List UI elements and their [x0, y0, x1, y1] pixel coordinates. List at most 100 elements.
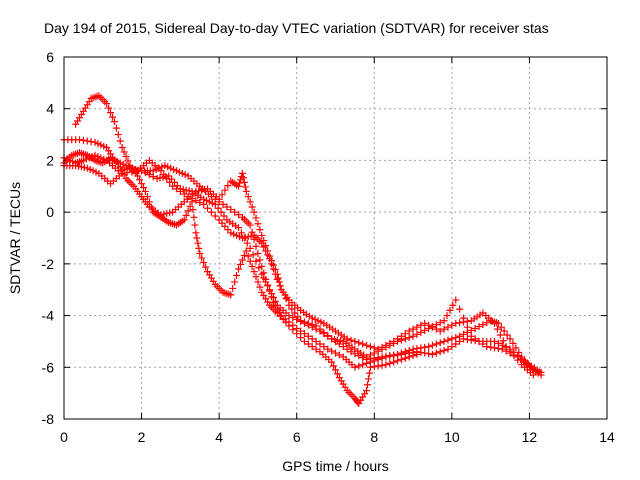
data-point — [537, 371, 545, 379]
data-point — [264, 281, 272, 289]
data-point — [417, 321, 425, 329]
data-point — [405, 334, 413, 342]
data-point — [463, 317, 471, 325]
data-point — [248, 228, 256, 236]
data-point — [260, 237, 268, 245]
data-point — [256, 283, 264, 291]
data-point — [219, 200, 227, 208]
data-point — [218, 191, 226, 199]
data-point — [332, 349, 339, 357]
data-point — [182, 211, 190, 219]
data-point — [193, 234, 201, 242]
data-point — [304, 340, 312, 348]
data-point — [215, 195, 223, 203]
data-point — [236, 179, 244, 187]
data-point — [224, 182, 232, 190]
data-point — [254, 220, 262, 228]
data-point — [335, 340, 343, 348]
data-point — [246, 257, 254, 265]
series-track-e — [60, 149, 537, 379]
data-point — [365, 369, 373, 377]
data-point — [252, 273, 260, 281]
data-point — [390, 337, 398, 345]
data-point — [386, 339, 394, 347]
data-point — [256, 256, 264, 264]
data-point — [432, 349, 440, 357]
data-point — [256, 226, 264, 234]
data-point — [235, 182, 243, 190]
data-point — [366, 351, 374, 359]
data-point — [533, 366, 541, 374]
data-marks — [60, 92, 545, 407]
data-point — [324, 345, 332, 353]
data-point — [120, 148, 128, 156]
data-point — [76, 136, 84, 144]
data-point — [413, 330, 421, 338]
data-point — [110, 118, 118, 126]
y-tick-label: 2 — [46, 152, 54, 168]
data-point — [494, 339, 502, 347]
data-point — [378, 361, 386, 369]
data-point — [452, 319, 460, 327]
data-point — [246, 198, 254, 206]
y-tick-label: 4 — [46, 101, 54, 117]
data-point — [471, 325, 479, 332]
data-point — [264, 247, 272, 255]
data-point — [366, 363, 374, 371]
data-point — [258, 231, 266, 239]
data-point — [425, 343, 433, 351]
data-point — [297, 334, 305, 342]
x-tick-label: 10 — [444, 429, 460, 445]
data-point — [491, 337, 499, 345]
data-point — [252, 214, 260, 222]
data-point — [196, 198, 204, 206]
data-point — [351, 363, 359, 371]
data-point — [503, 331, 511, 339]
data-point — [252, 242, 260, 250]
data-point — [497, 323, 505, 331]
data-point — [491, 344, 499, 352]
data-point — [289, 326, 297, 334]
data-point — [180, 190, 188, 198]
data-point — [467, 336, 475, 344]
data-point — [378, 354, 386, 362]
data-point — [444, 336, 452, 344]
data-point — [363, 359, 371, 367]
data-point — [107, 109, 115, 117]
data-point — [401, 354, 409, 362]
data-point — [333, 370, 341, 378]
y-tick-label: 0 — [46, 204, 54, 220]
y-axis-label: SDTVAR / TECUs — [7, 182, 23, 294]
x-tick-label: 2 — [138, 429, 146, 445]
data-point — [456, 305, 464, 313]
x-tick-label: 4 — [215, 429, 223, 445]
data-point — [266, 287, 274, 295]
x-axis-label: GPS time / hours — [282, 458, 389, 474]
data-point — [366, 343, 374, 351]
data-point — [274, 274, 282, 282]
data-point — [432, 325, 440, 333]
y-tick-label: -4 — [42, 308, 55, 324]
data-point — [285, 312, 293, 320]
data-point — [448, 335, 456, 343]
data-point — [124, 157, 132, 165]
data-point — [351, 337, 359, 345]
data-point — [190, 213, 198, 221]
data-point — [370, 363, 378, 371]
data-point — [112, 124, 120, 132]
data-point — [397, 332, 405, 340]
data-point — [214, 204, 222, 212]
data-point — [343, 335, 351, 343]
data-point — [413, 350, 421, 358]
data-point — [498, 341, 506, 349]
data-point — [496, 331, 504, 339]
data-point — [235, 224, 243, 232]
data-point — [405, 353, 413, 361]
data-point — [300, 330, 308, 338]
data-point — [374, 356, 382, 364]
data-point — [529, 371, 537, 379]
data-point — [145, 171, 153, 179]
data-point — [506, 335, 514, 343]
data-point — [192, 197, 200, 205]
